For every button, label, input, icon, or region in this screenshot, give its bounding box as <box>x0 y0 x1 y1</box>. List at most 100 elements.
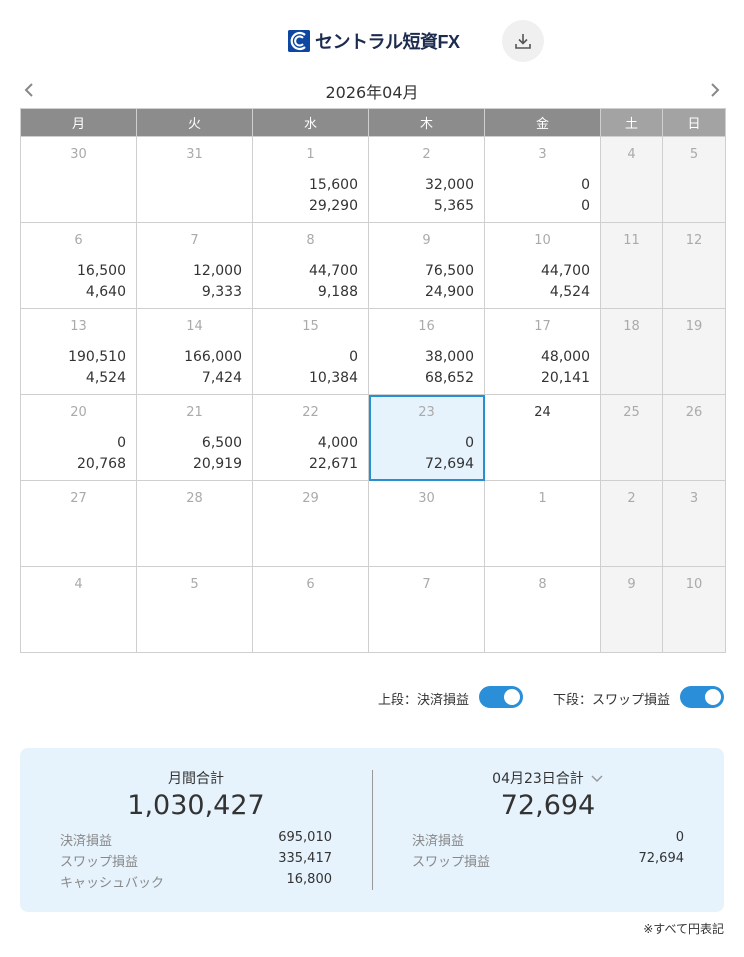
swap-pnl: 20,919 <box>193 456 242 472</box>
calendar-day-cell[interactable]: 2 <box>600 480 663 567</box>
day-number: 3 <box>689 491 699 506</box>
summary-row-value: 335,417 <box>278 851 332 866</box>
calendar-day-cell[interactable]: 7 <box>368 566 485 653</box>
calendar-day-cell[interactable]: 25 <box>600 394 663 481</box>
calendar-day-cell[interactable]: 8 <box>484 566 601 653</box>
day-number: 30 <box>70 147 87 162</box>
next-month-button[interactable] <box>704 80 724 100</box>
calendar-day-cell[interactable]: 4 <box>600 136 663 223</box>
calendar-day-cell[interactable]: 28 <box>136 480 253 567</box>
calendar-week-row: 27 28 29 30 1 2 3 <box>20 480 726 567</box>
calendar-day-cell[interactable]: 3 0 0 <box>484 136 601 223</box>
calendar-day-cell[interactable]: 12 <box>662 222 726 309</box>
day-number: 6 <box>306 577 315 592</box>
day-number: 17 <box>534 319 551 334</box>
calendar-day-cell[interactable]: 1 15,600 29,290 <box>252 136 369 223</box>
calendar-day-cell[interactable]: 22 4,000 22,671 <box>252 394 369 481</box>
settlement-pnl: 12,000 <box>193 263 242 279</box>
settlement-pnl: 38,000 <box>425 349 474 365</box>
upper-row-toggle-label: 上段：決済損益 <box>378 693 470 708</box>
prev-month-button[interactable] <box>20 80 40 100</box>
calendar-day-cell[interactable]: 15 0 10,384 <box>252 308 369 395</box>
day-number: 26 <box>685 405 703 420</box>
calendar-day-cell[interactable]: 18 <box>600 308 663 395</box>
download-button[interactable] <box>502 20 544 62</box>
upper-row-toggle[interactable] <box>479 686 523 708</box>
settlement-pnl: 4,000 <box>317 435 358 451</box>
day-number: 23 <box>418 405 435 420</box>
daily-total: 72,694 <box>500 790 596 821</box>
calendar-day-cell[interactable]: 1 <box>484 480 601 567</box>
daily-summary-dropdown[interactable]: 04月23日合計 <box>372 768 724 788</box>
calendar-day-cell[interactable]: 5 <box>136 566 253 653</box>
calendar-day-cell[interactable]: 8 44,700 9,188 <box>252 222 369 309</box>
calendar-day-cell[interactable]: 16 38,000 68,652 <box>368 308 485 395</box>
calendar-day-cell[interactable]: 2 32,000 5,365 <box>368 136 485 223</box>
calendar-day-cell[interactable]: 24 <box>484 394 601 481</box>
calendar-day-cell[interactable]: 26 <box>662 394 726 481</box>
day-number: 5 <box>190 577 199 592</box>
swap-pnl: 10,384 <box>309 370 358 386</box>
calendar-day-cell[interactable]: 27 <box>20 480 137 567</box>
day-number: 3 <box>538 147 547 162</box>
currency-footnote: ※すべて円表記 <box>643 922 724 936</box>
calendar-day-cell[interactable]: 6 16,500 4,640 <box>20 222 137 309</box>
calendar-day-cell[interactable]: 30 <box>20 136 137 223</box>
calendar-day-cell[interactable]: 19 <box>662 308 726 395</box>
day-number: 13 <box>70 319 87 334</box>
day-number: 19 <box>685 319 703 334</box>
settlement-pnl: 44,700 <box>541 263 590 279</box>
summary-row: スワップ損益 335,417 <box>60 851 332 871</box>
calendar-week-row: 4 5 6 7 8 9 10 <box>20 566 726 653</box>
chevron-left-icon <box>24 83 33 97</box>
lower-row-toggle[interactable] <box>680 686 724 708</box>
swap-pnl: 24,900 <box>425 284 474 300</box>
day-number: 9 <box>627 577 636 592</box>
day-number: 1 <box>538 491 547 506</box>
calendar-day-cell[interactable]: 6 <box>252 566 369 653</box>
day-number: 5 <box>689 147 699 162</box>
settlement-pnl: 16,500 <box>77 263 126 279</box>
weekday-header: 木 <box>368 108 485 137</box>
calendar-day-cell[interactable]: 7 12,000 9,333 <box>136 222 253 309</box>
calendar-day-cell[interactable]: 29 <box>252 480 369 567</box>
settlement-pnl: 6,500 <box>201 435 242 451</box>
month-navigation: 2026年04月 <box>20 78 724 102</box>
day-number: 9 <box>422 233 431 248</box>
day-number: 20 <box>70 405 87 420</box>
day-number: 8 <box>538 577 547 592</box>
day-number: 16 <box>418 319 435 334</box>
calendar-day-cell[interactable]: 10 <box>662 566 726 653</box>
calendar-day-cell[interactable]: 31 <box>136 136 253 223</box>
toggle-knob <box>705 689 721 705</box>
logo-mark-icon <box>288 30 310 52</box>
calendar-day-cell[interactable]: 11 <box>600 222 663 309</box>
calendar-day-cell-selected[interactable]: 23 0 72,694 <box>368 394 485 481</box>
swap-pnl: 29,290 <box>309 198 358 214</box>
calendar-day-cell[interactable]: 21 6,500 20,919 <box>136 394 253 481</box>
swap-pnl: 4,640 <box>85 284 126 300</box>
swap-pnl: 0 <box>581 198 590 214</box>
weekday-header: 土 <box>600 108 663 137</box>
calendar-day-cell[interactable]: 4 <box>20 566 137 653</box>
lower-row-toggle-label: 下段：スワップ損益 <box>553 693 671 708</box>
calendar-day-cell[interactable]: 30 <box>368 480 485 567</box>
summary-row: 決済損益 695,010 <box>60 830 332 850</box>
calendar-day-cell[interactable]: 9 <box>600 566 663 653</box>
calendar-day-cell[interactable]: 17 48,000 20,141 <box>484 308 601 395</box>
summary-row-value: 72,694 <box>638 851 685 866</box>
calendar-day-cell[interactable]: 20 0 20,768 <box>20 394 137 481</box>
settlement-pnl: 15,600 <box>309 177 358 193</box>
logo-text: セントラル短資FX <box>315 32 460 52</box>
calendar-day-cell[interactable]: 10 44,700 4,524 <box>484 222 601 309</box>
calendar-day-cell[interactable]: 5 <box>662 136 726 223</box>
calendar-day-cell[interactable]: 13 190,510 4,524 <box>20 308 137 395</box>
calendar-day-cell[interactable]: 3 <box>662 480 726 567</box>
calendar-day-cell[interactable]: 14 166,000 7,424 <box>136 308 253 395</box>
weekday-header: 金 <box>484 108 601 137</box>
settlement-pnl: 48,000 <box>541 349 590 365</box>
calendar-day-cell[interactable]: 9 76,500 24,900 <box>368 222 485 309</box>
summary-panel: 月間合計 1,030,427 決済損益 695,010 スワップ損益 335,4… <box>20 748 724 912</box>
day-number: 31 <box>186 147 203 162</box>
summary-row-label: 決済損益 <box>412 834 465 849</box>
